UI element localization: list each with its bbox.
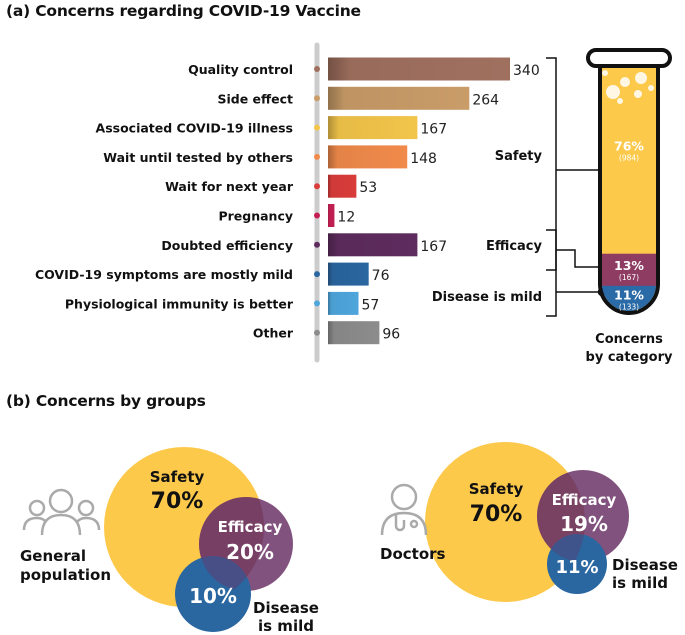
tube-count-efficacy: (167)	[619, 273, 639, 282]
bar-label-physiological-immunity-is-better: Physiological immunity is better	[65, 296, 294, 311]
category-label-safety: Safety	[495, 149, 543, 164]
bar-dot-wait-for-next-year	[314, 183, 320, 190]
tube-count-disease-is-mild: (133)	[619, 302, 639, 311]
bar-value-covid-19-symptoms-are-mostly-mild: 76	[372, 268, 390, 284]
bar-value-wait-for-next-year: 53	[359, 180, 377, 196]
bar-value-wait-until-tested-by-others: 148	[410, 151, 437, 167]
venn-dr-efficacy-label: Efficacy	[552, 491, 617, 509]
bar-value-doubted-efficiency: 167	[420, 239, 447, 255]
bar-dot-pregnancy	[314, 212, 320, 219]
bar-dot-quality-control	[314, 66, 320, 72]
category-label-disease-mild: Disease is mild	[432, 290, 542, 305]
tube-bubble	[617, 98, 623, 104]
venn-gp-mild-percent: 10%	[189, 584, 237, 608]
group-label-gp-2: population	[20, 566, 111, 584]
bar-value-other: 96	[382, 327, 400, 343]
venn-dr-safety-label: Safety	[469, 480, 524, 498]
tube-percent-disease-is-mild: 11%	[614, 287, 644, 302]
bar-dot-wait-until-tested-by-others	[314, 153, 320, 160]
bar-value-physiological-immunity-is-better: 57	[362, 297, 380, 313]
venn-dr-safety-circle	[425, 442, 585, 602]
venn-doctors: Safety 70% Efficacy 19% 11% Disease is m…	[425, 442, 678, 602]
bar-value-side-effect: 264	[472, 92, 499, 108]
group-label-gp-1: General	[20, 547, 86, 565]
panel-a-title: (a) Concerns regarding COVID-19 Vaccine	[6, 2, 361, 20]
bar-value-quality-control: 340	[513, 63, 540, 79]
bar-label-pregnancy: Pregnancy	[218, 209, 293, 224]
venn-dr-mild-circle	[547, 534, 607, 594]
venn-dr-efficacy-percent: 19%	[560, 512, 608, 536]
tube-count-safety: (984)	[619, 153, 639, 162]
bar-value-associated-covid-19-illness: 167	[420, 122, 447, 138]
tube-bubble	[648, 85, 654, 91]
bar-label-wait-until-tested-by-others: Wait until tested by others	[103, 150, 293, 165]
venn-gp-efficacy-label: Efficacy	[218, 518, 283, 536]
tube-percent-efficacy: 13%	[614, 258, 644, 273]
venn-dr-mild-label-1: Disease	[612, 556, 678, 574]
venn-gp-mild-label-1: Disease	[253, 599, 319, 617]
bar-dot-doubted-efficiency	[314, 241, 320, 248]
venn-gp-efficacy-percent: 20%	[226, 540, 274, 564]
tube-bubble	[606, 85, 620, 99]
bar-chart: Quality control 340 Side effect 264 Associat…	[35, 42, 540, 363]
people-icon	[22, 488, 101, 536]
tube-bubble	[620, 77, 630, 87]
tube-bubble	[634, 90, 642, 98]
tube-bubble	[602, 70, 608, 76]
venn-general-population: Safety 70% Efficacy 20% 10% Disease is m…	[104, 447, 319, 635]
tube-bubble	[635, 72, 647, 84]
bar-label-associated-covid-19-illness: Associated COVID-19 illness	[96, 121, 293, 136]
bar-label-covid-19-symptoms-are-mostly-mild: COVID-19 symptoms are mostly mild	[35, 267, 293, 282]
category-label-efficacy: Efficacy	[486, 239, 543, 254]
bar-dot-side-effect	[314, 95, 320, 102]
tube-segment-efficacy	[602, 253, 656, 287]
bar-label-wait-for-next-year: Wait for next year	[165, 179, 294, 194]
category-brackets	[546, 57, 607, 317]
venn-dr-safety-percent: 70%	[470, 502, 523, 527]
tube-caption-line2: by category	[586, 350, 673, 365]
bar-label-doubted-efficiency: Doubted efficiency	[161, 238, 293, 253]
bar-dot-associated-covid-19-illness	[314, 124, 320, 131]
tube-caption-line1: Concerns	[595, 332, 663, 347]
bar-dot-covid-19-symptoms-are-mostly-mild	[314, 271, 320, 278]
bar-label-quality-control: Quality control	[188, 62, 293, 77]
bar-value-pregnancy: 12	[337, 210, 355, 226]
panel-b-title: (b) Concerns by groups	[6, 392, 206, 410]
venn-dr-mild-percent: 11%	[555, 557, 598, 578]
venn-dr-mild-label-2: is mild	[612, 574, 668, 592]
group-label-doctors: Doctors	[380, 545, 446, 563]
venn-gp-mild-label-2: is mild	[258, 617, 314, 635]
category-tube	[586, 48, 672, 315]
venn-dr-efficacy-circle	[537, 470, 629, 562]
tube-percent-safety: 76%	[614, 138, 644, 153]
bar-label-side-effect: Side effect	[217, 91, 293, 106]
venn-gp-safety-percent: 70%	[151, 489, 204, 514]
bar-dot-physiological-immunity-is-better	[314, 300, 320, 307]
venn-gp-safety-label: Safety	[150, 468, 205, 486]
bar-dot-other	[314, 329, 320, 336]
bar-label-other: Other	[253, 326, 294, 341]
venn-gp-mild-circle	[175, 556, 251, 632]
doctor-icon	[380, 483, 428, 536]
